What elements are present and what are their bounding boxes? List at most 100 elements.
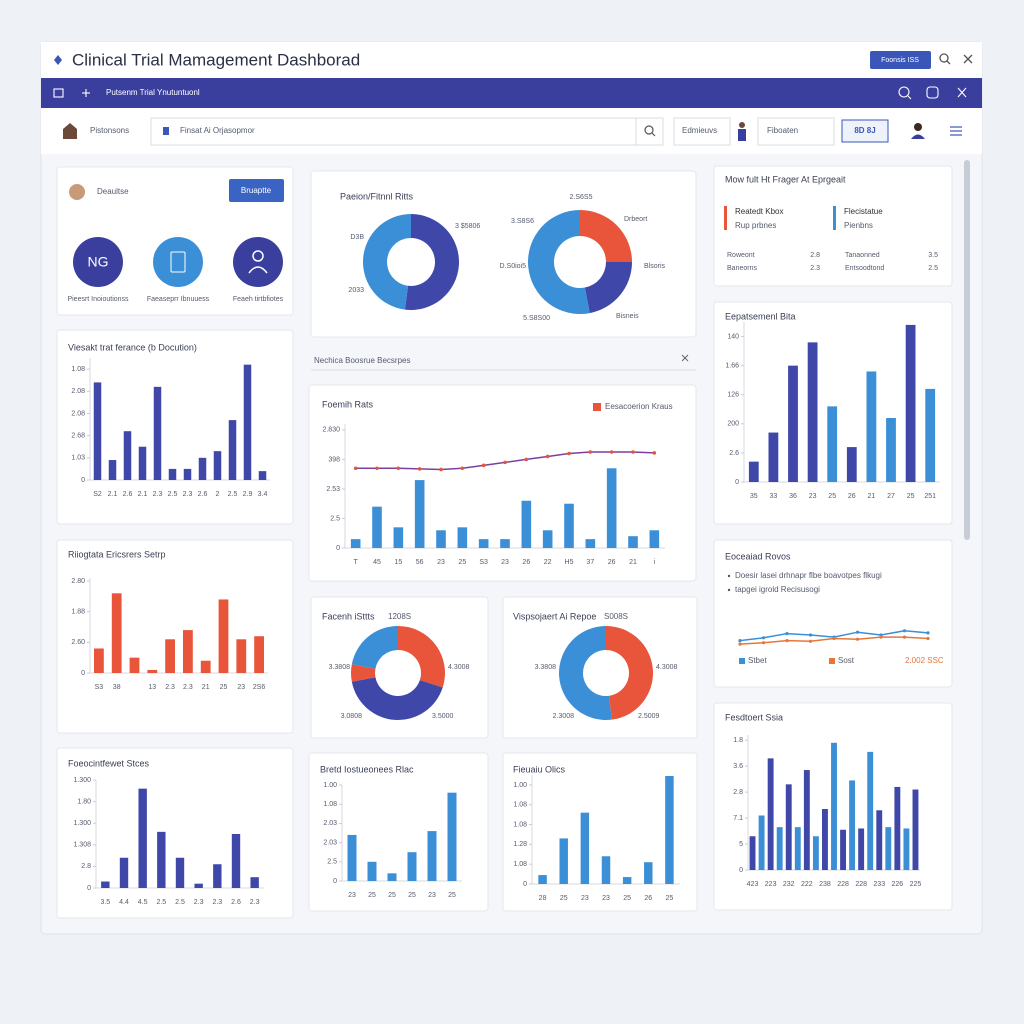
header-button[interactable] [870,51,931,69]
nav-icons[interactable] [53,86,967,100]
card [56,539,294,734]
badge-icon [170,251,186,273]
x-tick-label: 25 [560,895,568,902]
bar [846,447,857,482]
y-tick-label: 2.53 [326,486,340,493]
summary-cell: Roweont [727,252,755,259]
chart-title: Foeocintfewet Stces [68,758,150,768]
search-button[interactable] [644,125,656,137]
note: Doesir lasei drhnapr flbe boavotpes flku… [735,571,882,580]
y-tick-label: 1.28 [513,841,527,848]
annotation: 2.002 SSC [905,656,944,665]
summary-cell: Baneorns [727,265,757,272]
x-tick-label: 56 [416,559,424,566]
bar [803,770,810,870]
window-icons[interactable] [939,53,973,65]
y-tick-label: 1.03 [71,455,85,462]
x-tick-label: 23 [809,493,817,500]
bar [436,530,446,548]
home-icon[interactable] [63,123,77,139]
line-point [738,639,742,643]
bar [347,834,357,881]
search-box[interactable] [150,117,664,146]
donut-slice [584,262,633,314]
bar [213,864,222,888]
bar [123,431,132,480]
badge[interactable] [233,237,283,287]
y-tick-label: 1.300 [73,777,91,784]
legend-sub: Rup prbnes [735,221,776,230]
donut-slice [351,626,398,669]
bar [538,875,547,884]
x-tick-label: 2S6 [253,684,266,691]
y-tick-label: 1.80 [77,798,91,805]
tab[interactable] [757,117,835,146]
chart-title: Facenh iSttts [322,611,375,621]
search-placeholder[interactable]: Finsat Ai Orjasopmor [180,126,255,135]
y-tick-label: 0 [739,867,743,874]
x-tick-label: 21 [202,684,210,691]
y-tick-label: 2.8 [733,789,743,796]
donut-slice [559,626,612,720]
profile-button[interactable] [229,179,284,202]
line-point [738,642,742,646]
donut-label: 2.5009 [638,713,660,720]
avatar[interactable] [911,123,925,139]
donut-label: D3B [350,234,364,241]
x-tick-label: 223 [765,881,777,888]
tab-label[interactable]: 8D 8J [854,126,875,135]
x-tick-label: 2.9 [243,491,253,498]
title-bar [41,42,982,78]
y-tick-label: 1.08 [513,861,527,868]
y-tick-label: 1.88 [71,609,85,616]
y-tick-label: 1.8 [733,737,743,744]
donut-slice [606,626,654,720]
bar [866,371,877,482]
bar [250,877,259,888]
badge-text: NG [88,254,109,270]
chart-title: Eepatsemenl Bita [725,311,796,321]
line-point [396,466,401,471]
badge[interactable] [73,237,123,287]
y-tick-label: 1.08 [323,801,337,808]
line-point [761,641,766,645]
x-tick-label: 23 [348,892,356,899]
tab-label[interactable]: Fiboaten [767,126,798,135]
bar [407,852,417,881]
x-tick-label: 2.3 [153,491,163,498]
bar [138,788,147,888]
donut-slice [350,664,376,682]
x-tick-label: 2.3 [183,684,193,691]
badge-label: Faeaseprr Ibnuuess [147,296,210,303]
chart-title: Riiogtata Ericsrers Setrp [68,549,166,559]
y-tick-label: 0 [333,878,337,885]
y-tick-label: 2.830 [322,427,340,434]
badge-icon [248,250,268,274]
x-tick-label: 33 [770,493,778,500]
menu-icon[interactable] [950,126,962,136]
scrollbar[interactable] [964,160,970,540]
line-point [926,636,930,641]
x-tick-label: 25 [623,895,631,902]
bar [111,593,122,673]
bar [776,827,783,870]
tab-label[interactable]: Edmieuvs [682,126,717,135]
line-point [855,637,860,641]
badge[interactable] [153,237,203,287]
header-button-label[interactable]: Foonsis ISS [881,57,919,64]
x-tick-label: 25 [220,684,228,691]
filter-close[interactable] [681,354,689,362]
line-point [808,639,813,643]
toolbar-label: Pistonsons [90,126,129,135]
tab[interactable] [673,117,731,146]
line-point [785,639,789,643]
bar [758,815,765,870]
profile-button-label[interactable]: Bruaptte [241,186,272,195]
y-tick-label: 140 [727,333,739,340]
x-tick-label: S3 [479,559,488,566]
line-point [785,632,789,636]
filter-text: Nechica Boosrue Becsrpes [314,356,411,365]
tab[interactable] [841,119,889,143]
bar [521,500,532,548]
x-tick-label: 21 [629,559,637,566]
